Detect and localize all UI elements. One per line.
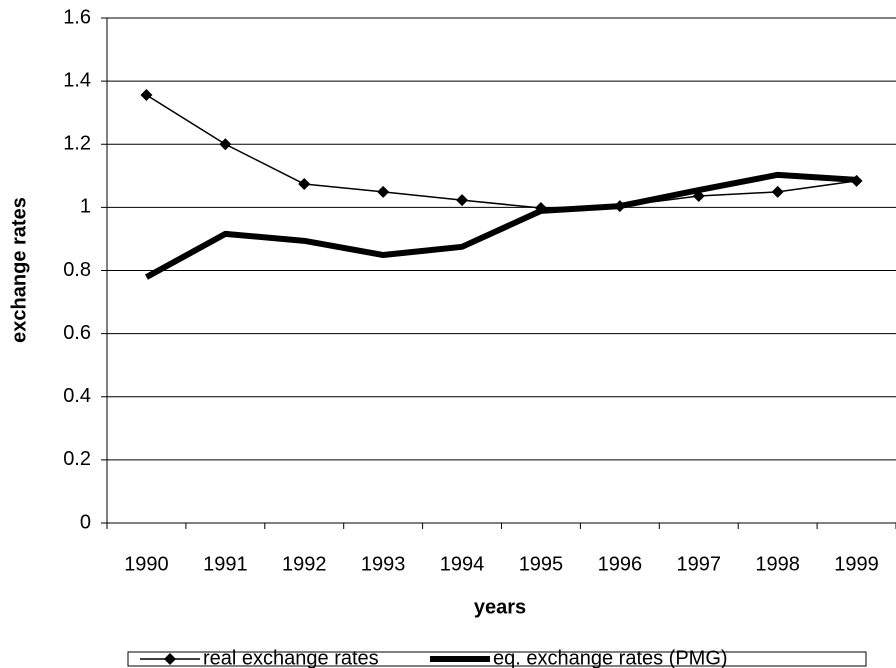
x-tick-label: 1998 [755,553,800,575]
legend-marker [164,653,176,665]
series-line [145,171,857,280]
y-tick-label: 0.4 [63,385,91,407]
x-tick-label: 1993 [361,553,406,575]
y-tick-label: 1.6 [63,6,91,28]
y-tick-label: 1 [80,196,91,218]
y-tick-label: 0 [80,511,91,533]
point-marker [298,178,311,191]
point-marker [377,185,390,198]
x-tick-label: 1990 [124,553,169,575]
x-tick-label: 1991 [203,553,248,575]
y-tick-label: 1.4 [63,69,91,91]
legend-label: real exchange rates [203,647,379,668]
point-marker [140,89,153,102]
y-tick-label: 0.2 [63,448,91,470]
x-tick-label: 1999 [834,553,879,575]
point-marker [456,194,469,207]
series-line [146,94,857,209]
x-tick-label: 1992 [282,553,327,575]
y-tick-label: 1.2 [63,133,91,155]
y-tick-label: 0.8 [63,259,91,281]
x-tick-label: 1995 [519,553,564,575]
x-tick-label: 1997 [677,553,722,575]
point-marker [219,138,232,151]
y-tick-label: 0.6 [63,322,91,344]
y-axis-title: exchange rates [8,197,30,343]
point-marker [771,185,784,198]
legend-box [127,651,867,667]
legend-label: eq. exchange rates (PMG) [493,647,728,668]
x-axis-title: years [474,596,526,618]
x-tick-label: 1996 [598,553,643,575]
x-tick-label: 1994 [440,553,485,575]
